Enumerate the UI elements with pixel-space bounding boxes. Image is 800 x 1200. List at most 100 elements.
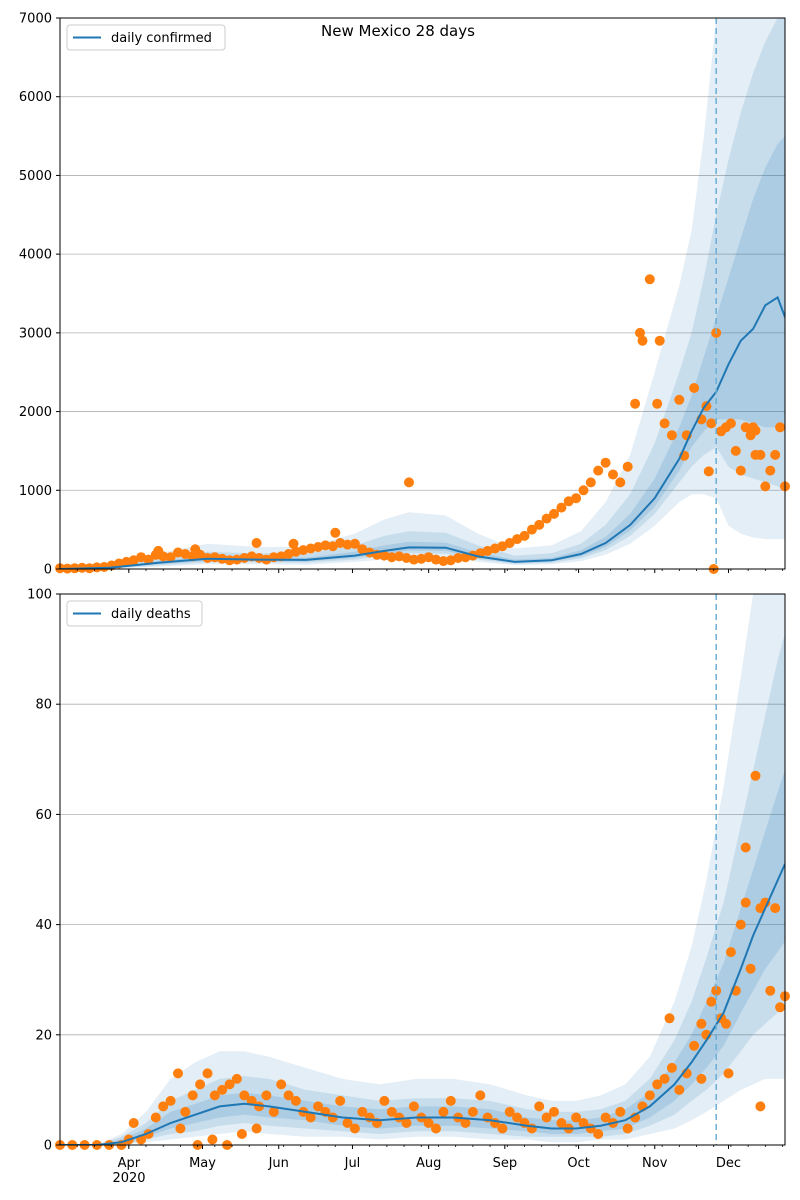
deaths-observed-point [664, 1013, 675, 1024]
deaths-observed-point [268, 1106, 279, 1117]
deaths-observed-point [290, 1095, 301, 1106]
confirmed-observed-point [288, 538, 299, 549]
deaths-observed-point [261, 1090, 272, 1101]
confirmed-legend-label: daily confirmed [111, 31, 212, 46]
confirmed-observed-point [740, 422, 751, 433]
confirmed-observed-point [703, 466, 714, 477]
deaths-observed-point [644, 1090, 655, 1101]
confirmed-observed-point [730, 445, 741, 456]
deaths-observed-point [775, 1002, 786, 1013]
confirmed-observed-point [578, 485, 589, 496]
deaths-x-tick-label: Nov [642, 1156, 668, 1171]
deaths-observed-point [706, 996, 717, 1007]
deaths-observed-point [305, 1112, 316, 1123]
confirmed-observed-point [666, 430, 677, 441]
confirmed-observed-point [615, 477, 626, 488]
deaths-observed-point [740, 842, 751, 853]
deaths-observed-point [745, 963, 756, 974]
confirmed-y-tick-label: 5000 [19, 169, 52, 184]
confirmed-observed-point [571, 493, 582, 504]
deaths-observed-point [735, 919, 746, 930]
deaths-observed-point [541, 1112, 552, 1123]
deaths-observed-point [740, 897, 751, 908]
confirmed-observed-point [770, 449, 781, 460]
confirmed-observed-point [748, 422, 759, 433]
confirmed-axes [59, 17, 786, 570]
confirmed-y-tick-label: 7000 [19, 12, 52, 27]
deaths-band-outer [60, 594, 785, 1145]
deaths-x-tick-label: Jul [344, 1156, 361, 1171]
deaths-panel: 0 20 40 60 80 100 Apr May Jun Jul Aug Sep Oct Nov Dec… [27, 588, 790, 1171]
confirmed-y-tick-label: 0 [44, 563, 52, 578]
deaths-x-tick-label: Dec [716, 1156, 741, 1171]
confirmed-panel: 0 1000 2000 3000 4000 5000 6000 7000 daily conf… [19, 12, 790, 578]
deaths-x-tick-label: Oct [567, 1156, 589, 1171]
deaths-observed-point [202, 1068, 213, 1079]
confirmed-axes-frame [59, 17, 786, 570]
deaths-observed-point [313, 1101, 324, 1112]
deaths-observed-point [755, 1101, 766, 1112]
confirmed-observed-point [330, 527, 341, 538]
deaths-observed-point [335, 1095, 346, 1106]
deaths-observed-point [721, 1018, 731, 1029]
confirmed-y-tick-label: 6000 [19, 90, 52, 105]
deaths-observed-point [379, 1095, 390, 1106]
confirmed-observed-point [635, 327, 645, 338]
confirmed-series-line [60, 295, 785, 569]
deaths-observed-point [195, 1079, 206, 1090]
confirmed-observed-point [608, 469, 618, 480]
deaths-observed-point [357, 1106, 368, 1117]
deaths-observed-point [723, 1068, 734, 1079]
deaths-observed-point [438, 1106, 449, 1117]
deaths-observed-point [276, 1079, 287, 1090]
confirmed-observed-point [153, 545, 164, 556]
deaths-observed-point [674, 1084, 685, 1095]
deaths-y-tick-label: 0 [44, 1139, 52, 1154]
deaths-observed-point [431, 1123, 441, 1134]
confirmed-observed-point [526, 524, 537, 535]
confirmed-observed-point [519, 530, 530, 541]
confirmed-observed-point [755, 449, 766, 460]
confirmed-observed-point [224, 555, 235, 566]
deaths-observed-point [239, 1090, 250, 1101]
deaths-observed-point [659, 1073, 670, 1084]
deaths-observed-point [578, 1118, 589, 1128]
deaths-x-tick-label: Sep [493, 1156, 518, 1171]
deaths-observed-point [689, 1040, 700, 1051]
deaths-legend-label: daily deaths [111, 607, 191, 622]
deaths-observed-point [696, 1018, 707, 1029]
deaths-y-tick-label: 80 [35, 698, 52, 713]
deaths-observed-point [236, 1129, 247, 1139]
deaths-observed-point [180, 1106, 191, 1117]
confirmed-observed-point [735, 465, 746, 476]
deaths-x-tick-label: May [189, 1156, 216, 1171]
deaths-observed-point [765, 985, 776, 996]
confirmed-observed-point [549, 508, 559, 519]
confirmed-observed-point [541, 513, 552, 524]
confirmed-observed-point [305, 543, 316, 554]
deaths-observed-point [349, 1123, 360, 1134]
deaths-observed-point [593, 1129, 604, 1139]
confirmed-uncertainty-bands [60, 18, 785, 569]
confirmed-band-outer [60, 18, 785, 569]
confirmed-observed-point [654, 335, 665, 346]
deaths-observed-point [207, 1134, 218, 1145]
confirmed-observed-point [622, 461, 633, 472]
deaths-observed-point [128, 1118, 139, 1128]
confirmed-observed-point [453, 553, 464, 563]
deaths-observed-point [696, 1073, 707, 1084]
deaths-observed-point [534, 1101, 545, 1112]
deaths-y-tick-label: 20 [35, 1028, 52, 1043]
deaths-observed-point [209, 1090, 220, 1101]
confirmed-observed-point [438, 556, 449, 567]
confirmed-observed-point [644, 274, 655, 285]
deaths-observed-point [615, 1106, 626, 1117]
confirmed-observed-point [593, 465, 604, 476]
confirmed-observed-point [637, 335, 648, 346]
confirmed-observed-point [600, 457, 611, 468]
deaths-observed-point [231, 1073, 242, 1084]
deaths-observed-point [254, 1101, 265, 1112]
deaths-uncertainty-bands [60, 594, 785, 1145]
